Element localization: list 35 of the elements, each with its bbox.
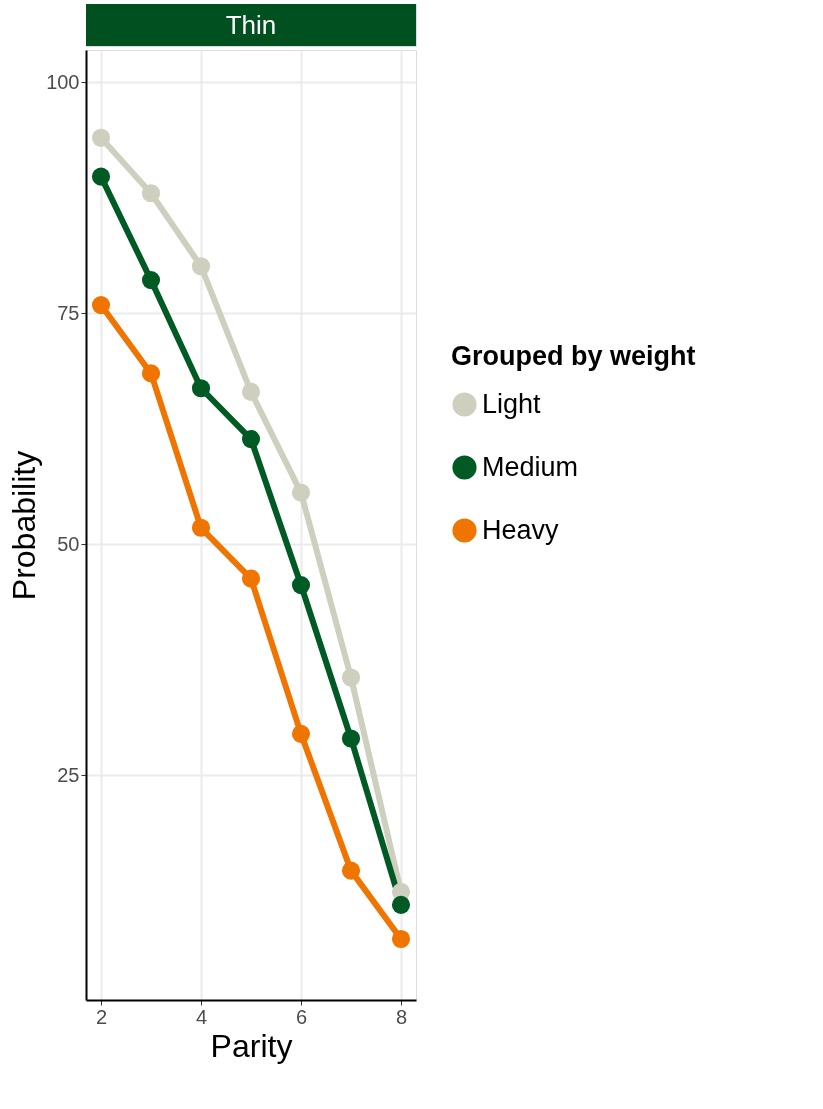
chart-title: Thin [225, 10, 277, 40]
point [141, 271, 161, 290]
point [241, 382, 261, 401]
y-tick-label: 50 [57, 532, 80, 555]
point [291, 576, 311, 595]
point [391, 895, 411, 914]
point [241, 569, 261, 588]
y-tick-label: 25 [57, 763, 80, 786]
point [141, 184, 161, 203]
y-axis-title: Probability [6, 450, 43, 601]
point [241, 429, 261, 449]
point [91, 128, 111, 147]
point [291, 724, 311, 743]
y-tick-label: 100 [46, 70, 80, 93]
point [291, 483, 311, 502]
x-tick-label: 6 [295, 1005, 308, 1028]
point [341, 861, 361, 880]
x-tick-label: 8 [395, 1005, 408, 1028]
x-tick-label: 2 [95, 1005, 108, 1028]
legend-title: Grouped by weight [451, 341, 696, 371]
legend-label: Light [482, 388, 542, 419]
point [191, 257, 211, 276]
point [191, 379, 211, 398]
point [191, 518, 211, 537]
legend-label: Heavy [482, 514, 560, 545]
point [91, 167, 111, 186]
point [91, 295, 111, 315]
point [141, 364, 161, 383]
legend-label: Medium [482, 451, 579, 482]
y-tick-label: 75 [57, 301, 80, 324]
point [341, 729, 361, 748]
point [391, 929, 411, 949]
x-axis-title: Parity [210, 1027, 293, 1064]
point [341, 668, 361, 687]
x-tick-label: 4 [195, 1005, 208, 1028]
